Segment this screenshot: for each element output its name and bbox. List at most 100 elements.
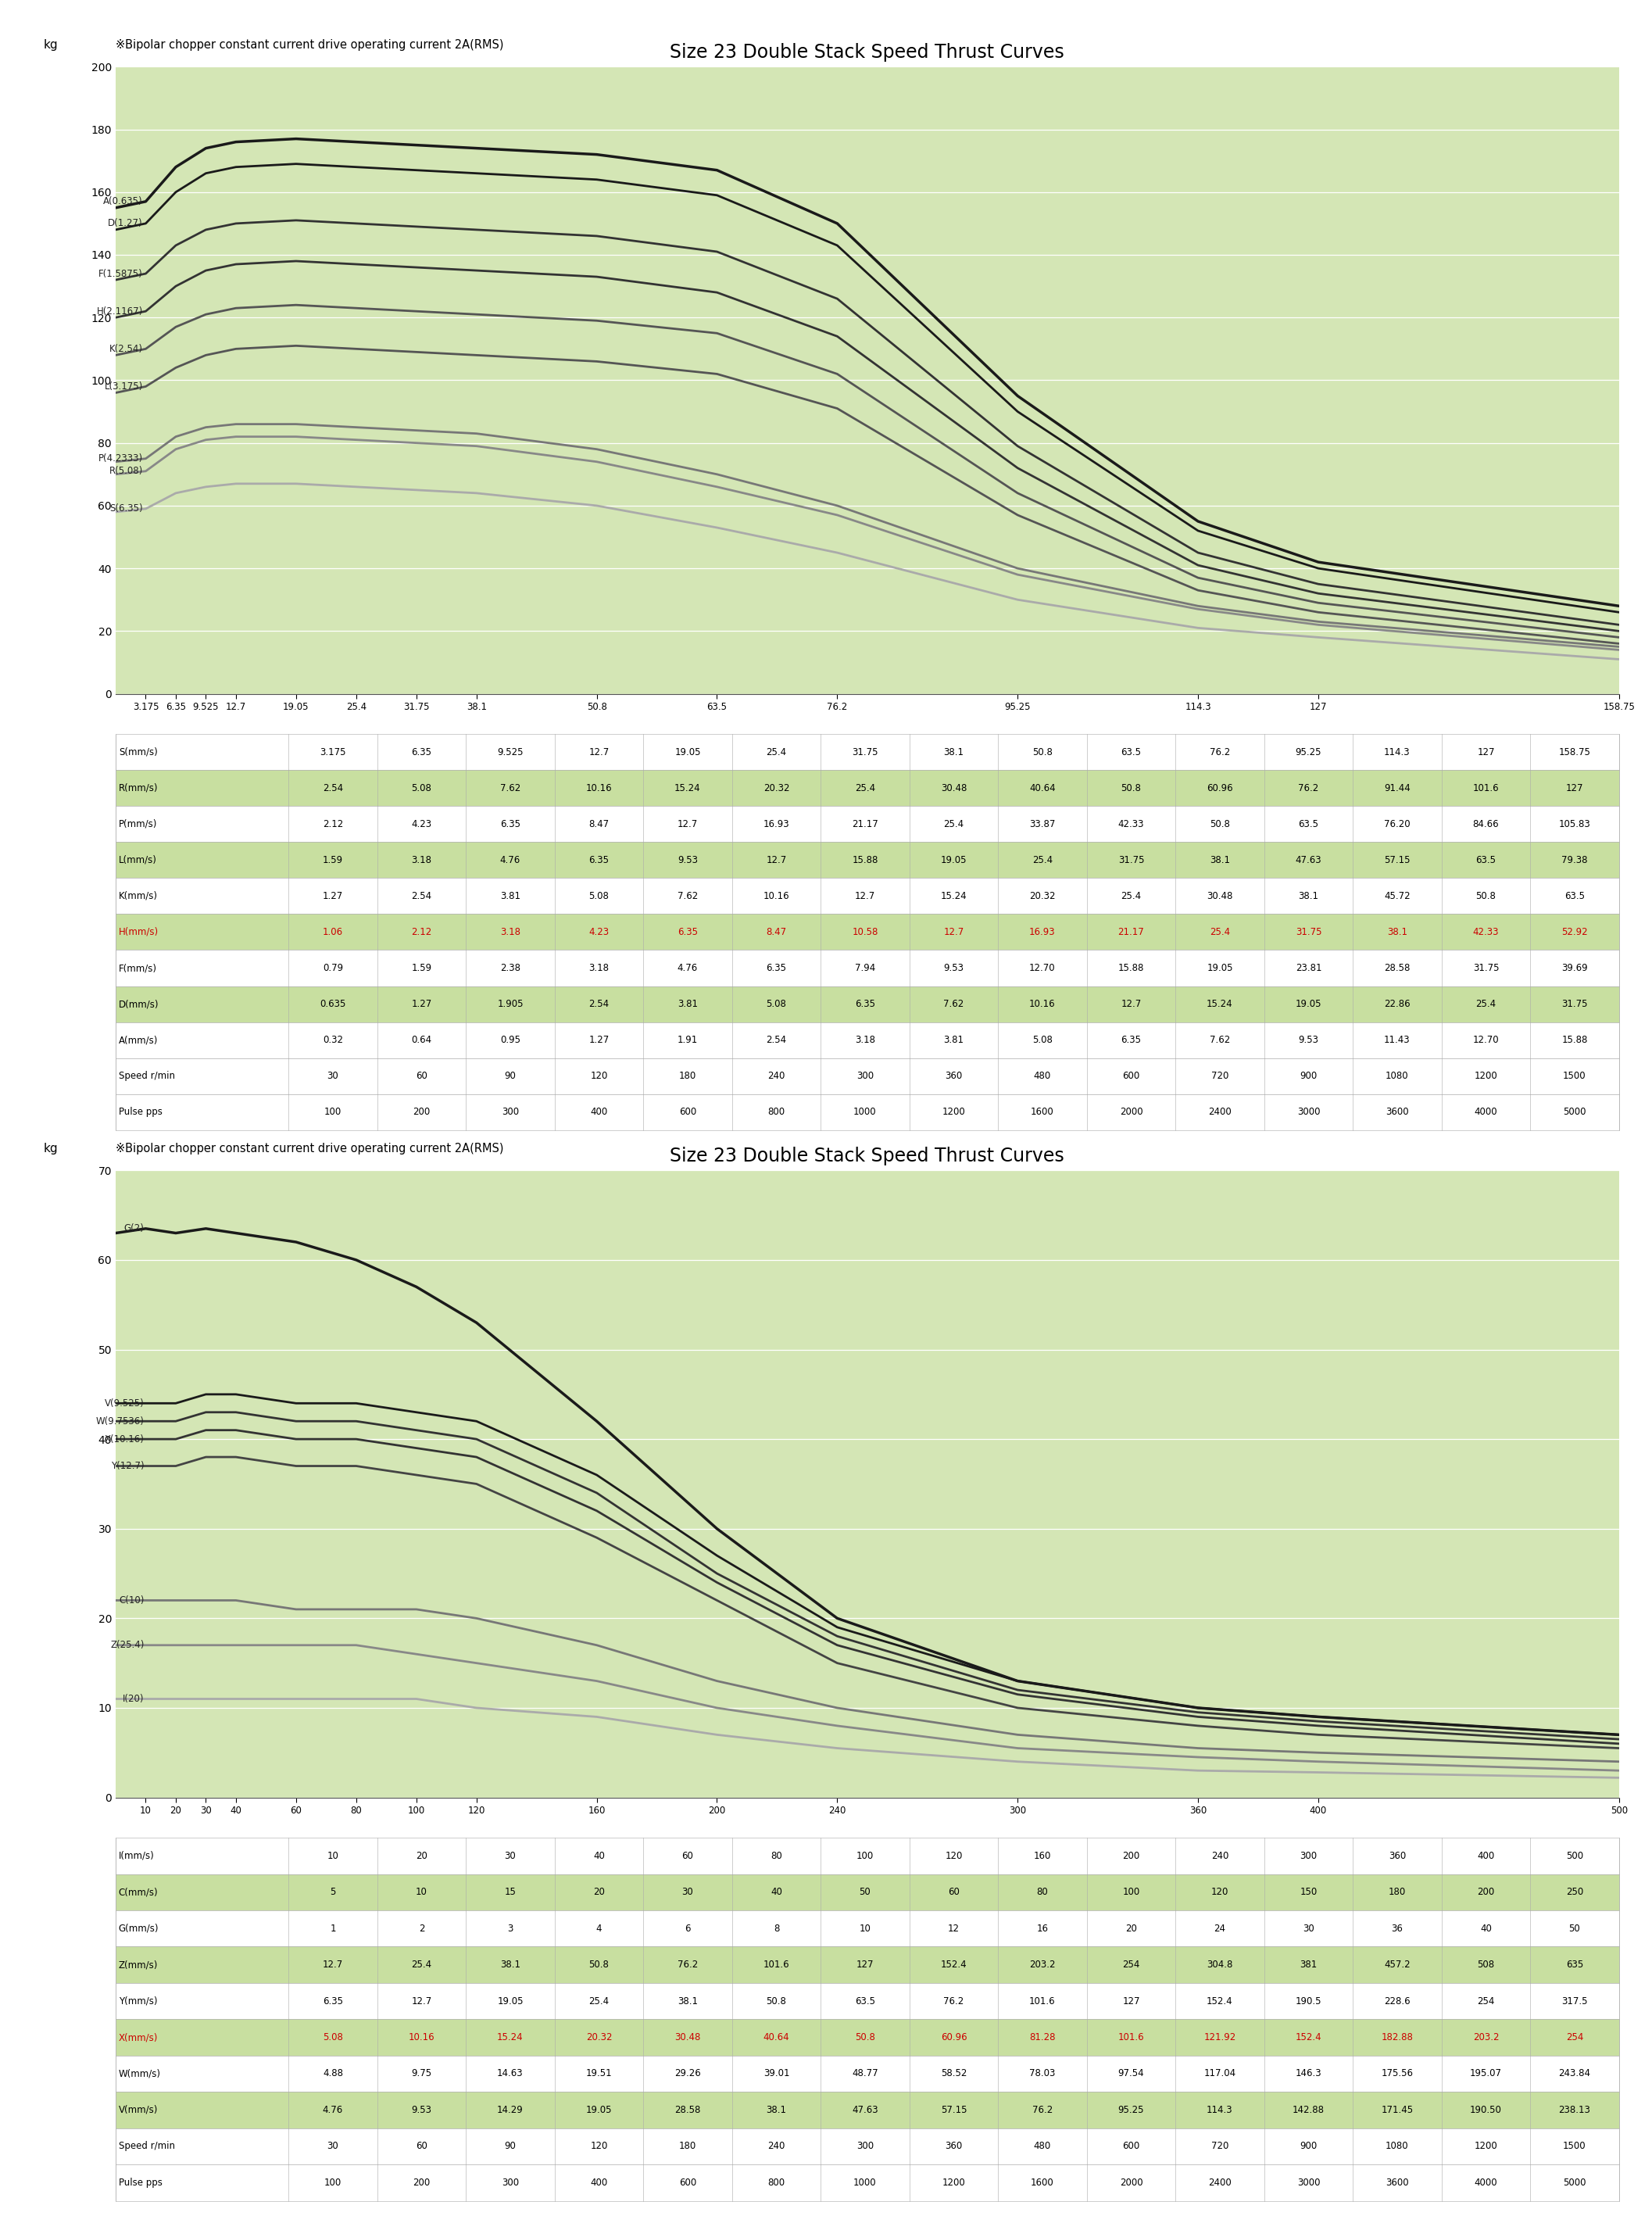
Text: 4: 4	[596, 1923, 601, 1934]
Bar	[116, 2018, 1619, 2056]
Text: 105.83: 105.83	[1559, 818, 1591, 829]
Text: 6.35: 6.35	[854, 998, 876, 1009]
Text: 3.18: 3.18	[588, 963, 610, 974]
Text: 10.16: 10.16	[586, 782, 613, 794]
Text: 15.24: 15.24	[1206, 998, 1232, 1009]
Text: 6.35: 6.35	[411, 747, 431, 758]
Text: 11.43: 11.43	[1384, 1036, 1411, 1045]
Text: 1080: 1080	[1386, 1071, 1409, 1080]
Text: 95.25: 95.25	[1295, 747, 1322, 758]
Text: 508: 508	[1477, 1961, 1495, 1970]
Text: D(1.27): D(1.27)	[107, 218, 142, 229]
Text: 63.5: 63.5	[1564, 891, 1584, 900]
Text: G(2): G(2)	[124, 1223, 144, 1234]
Text: 400: 400	[590, 2179, 608, 2187]
Text: 58.52: 58.52	[940, 2070, 966, 2079]
Text: 39.69: 39.69	[1561, 963, 1588, 974]
Text: 127: 127	[1477, 747, 1495, 758]
Title: Size 23 Double Stack Speed Thrust Curves: Size 23 Double Stack Speed Thrust Curves	[671, 42, 1064, 62]
Text: L(3.175): L(3.175)	[104, 382, 142, 391]
Text: 720: 720	[1211, 2141, 1229, 2152]
Text: 63.5: 63.5	[1122, 747, 1142, 758]
Text: 76.2: 76.2	[1209, 747, 1231, 758]
Text: 42.33: 42.33	[1474, 927, 1498, 938]
Text: 3.175: 3.175	[320, 747, 345, 758]
Text: 16.93: 16.93	[763, 818, 790, 829]
Text: 114.3: 114.3	[1384, 747, 1411, 758]
Text: 10.16: 10.16	[763, 891, 790, 900]
Text: 23.81: 23.81	[1295, 963, 1322, 974]
Text: 95.25: 95.25	[1118, 2105, 1145, 2114]
Text: 101.6: 101.6	[1118, 2032, 1145, 2043]
Text: 152.4: 152.4	[1295, 2032, 1322, 2043]
Text: 0.635: 0.635	[320, 998, 345, 1009]
Text: 19.05: 19.05	[1295, 998, 1322, 1009]
Text: 25.4: 25.4	[1475, 998, 1497, 1009]
Text: 500: 500	[1566, 1852, 1583, 1861]
Text: 6.35: 6.35	[1122, 1036, 1142, 1045]
Bar	[116, 1947, 1619, 1983]
Text: 76.2: 76.2	[943, 1996, 965, 2005]
Text: 25.4: 25.4	[767, 747, 786, 758]
Text: 15.88: 15.88	[852, 856, 879, 865]
Text: 30.48: 30.48	[1208, 891, 1232, 900]
Text: 190.5: 190.5	[1295, 1996, 1322, 2005]
Text: 127: 127	[1566, 782, 1583, 794]
Text: Speed r/min: Speed r/min	[119, 2141, 175, 2152]
Text: 240: 240	[768, 2141, 785, 2152]
Title: Size 23 Double Stack Speed Thrust Curves: Size 23 Double Stack Speed Thrust Curves	[671, 1147, 1064, 1165]
Text: 1600: 1600	[1031, 2179, 1054, 2187]
Text: 457.2: 457.2	[1384, 1961, 1411, 1970]
Text: 2.54: 2.54	[322, 782, 344, 794]
Text: 12.7: 12.7	[1120, 998, 1142, 1009]
Text: 360: 360	[945, 1071, 963, 1080]
Text: 20.32: 20.32	[763, 782, 790, 794]
Text: 4000: 4000	[1474, 2179, 1497, 2187]
Text: 60.96: 60.96	[940, 2032, 966, 2043]
Bar	[116, 1983, 1619, 2018]
Text: kg: kg	[43, 40, 58, 51]
Text: 900: 900	[1300, 1071, 1317, 1080]
Text: 400: 400	[1477, 1852, 1495, 1861]
Text: 10: 10	[859, 1923, 871, 1934]
Text: 182.88: 182.88	[1381, 2032, 1412, 2043]
Text: kg: kg	[43, 1143, 58, 1154]
Text: 250: 250	[1566, 1887, 1583, 1896]
Text: 38.1: 38.1	[677, 1996, 697, 2005]
Text: 9.525: 9.525	[497, 747, 524, 758]
Text: 3600: 3600	[1386, 2179, 1409, 2187]
Text: 200: 200	[1477, 1887, 1495, 1896]
Text: 12.7: 12.7	[677, 818, 697, 829]
Text: 50.8: 50.8	[1122, 782, 1142, 794]
Text: 12.7: 12.7	[588, 747, 610, 758]
Text: 15.24: 15.24	[497, 2032, 524, 2043]
Text: 4.23: 4.23	[588, 927, 610, 938]
Text: 1000: 1000	[854, 2179, 877, 2187]
Text: 30: 30	[682, 1887, 694, 1896]
Text: 6.35: 6.35	[588, 856, 610, 865]
Text: 60: 60	[416, 2141, 428, 2152]
Text: 12.7: 12.7	[411, 1996, 431, 2005]
Text: 900: 900	[1300, 2141, 1317, 2152]
Text: 4.76: 4.76	[501, 856, 520, 865]
Text: 1200: 1200	[1474, 2141, 1498, 2152]
Text: 3.81: 3.81	[677, 998, 697, 1009]
Text: I(mm/s): I(mm/s)	[119, 1852, 154, 1861]
Text: 12.70: 12.70	[1474, 1036, 1498, 1045]
Text: 600: 600	[1122, 2141, 1140, 2152]
Text: 200: 200	[413, 2179, 430, 2187]
Text: 20: 20	[1125, 1923, 1137, 1934]
Text: C(mm/s): C(mm/s)	[119, 1887, 159, 1896]
Text: 20.32: 20.32	[586, 2032, 611, 2043]
Text: 4.88: 4.88	[322, 2070, 344, 2079]
Text: 4.76: 4.76	[322, 2105, 344, 2114]
Text: 195.07: 195.07	[1470, 2070, 1502, 2079]
Text: 254: 254	[1477, 1996, 1495, 2005]
Text: 2.12: 2.12	[322, 818, 344, 829]
Text: 1.59: 1.59	[322, 856, 344, 865]
Text: 12.7: 12.7	[943, 927, 965, 938]
Text: H(mm/s): H(mm/s)	[119, 927, 159, 938]
Text: 10: 10	[327, 1852, 339, 1861]
Text: 6.35: 6.35	[677, 927, 697, 938]
Text: 29.26: 29.26	[674, 2070, 700, 2079]
